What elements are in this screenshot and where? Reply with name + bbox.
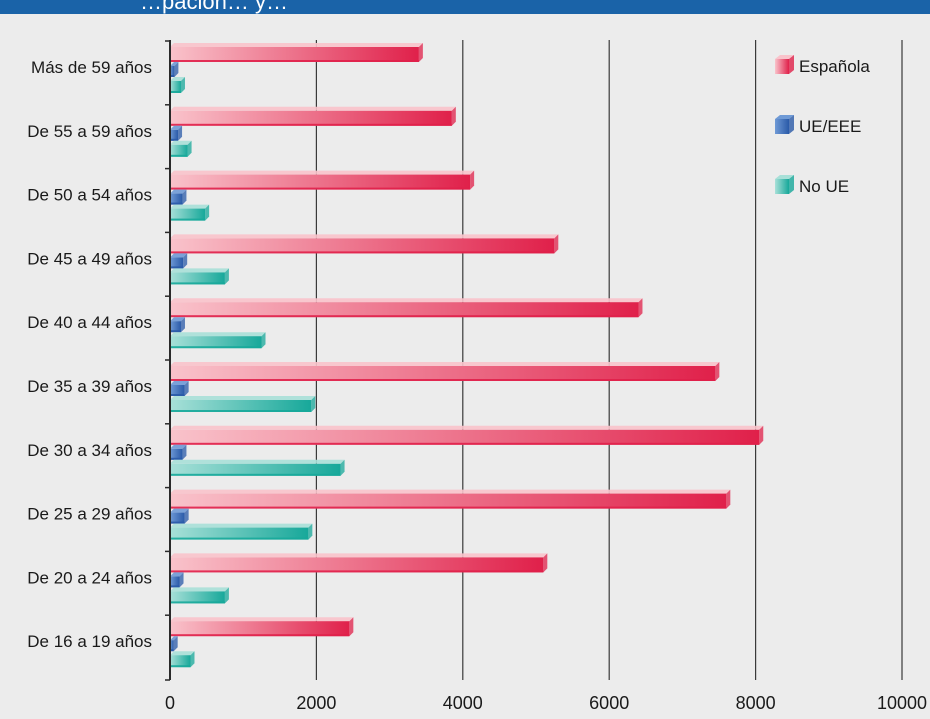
bar-ue-eee-3 — [170, 253, 188, 269]
bars — [170, 43, 764, 668]
header-bar: …pación… y… — [0, 0, 930, 14]
bar-espa-ola-2 — [170, 170, 475, 190]
bar-espa-ola-3 — [170, 234, 559, 254]
bar-no-ue-5 — [170, 396, 316, 412]
svg-text:Española: Española — [799, 57, 870, 76]
bar-no-ue-7 — [170, 523, 313, 540]
x-tick-label-10000: 10000 — [877, 693, 927, 713]
category-label: De 40 a 44 años — [27, 313, 152, 332]
category-label: De 35 a 39 años — [27, 377, 152, 396]
axes: Más de 59 años De 55 a 59 años De 50 a 54 … — [27, 40, 927, 713]
category-label: Más de 59 años — [31, 58, 152, 77]
bar-no-ue-9 — [170, 651, 195, 668]
grid-lines — [315, 40, 903, 680]
bar-no-ue-4 — [170, 332, 266, 349]
bar-ue-eee-1 — [170, 125, 183, 141]
bar-no-ue-1 — [170, 140, 192, 157]
category-label: De 55 a 59 años — [27, 122, 152, 141]
bar-espa-ola-9 — [170, 617, 354, 637]
bar-ue-eee-8 — [170, 572, 184, 588]
bar-espa-ola-7 — [170, 489, 731, 509]
bar-ue-eee-5 — [170, 381, 189, 396]
svg-text:UE/EEE: UE/EEE — [799, 117, 861, 136]
bar-espa-ola-5 — [170, 362, 720, 381]
bar-espa-ola-8 — [170, 553, 548, 573]
legend: Española UE/EEE No UE — [775, 55, 870, 196]
x-tick-label-2000: 2000 — [296, 693, 336, 713]
legend-item-ue-eee: UE/EEE — [775, 115, 861, 136]
bar-ue-eee-6 — [170, 444, 187, 460]
bar-ue-eee-9 — [170, 636, 178, 652]
bar-no-ue-3 — [170, 268, 229, 285]
category-label: De 50 a 54 años — [27, 186, 152, 205]
category-label: De 20 a 24 años — [27, 568, 152, 587]
bar-espa-ola-4 — [170, 298, 643, 318]
category-label: De 45 a 49 años — [27, 249, 152, 268]
category-label: De 30 a 34 años — [27, 441, 152, 460]
bar-espa-ola-1 — [170, 106, 456, 126]
bar-ue-eee-0 — [170, 62, 179, 77]
bar-no-ue-2 — [170, 204, 210, 221]
legend-item-espa-ola: Española — [775, 55, 870, 76]
bar-ue-eee-4 — [170, 317, 185, 333]
bar-no-ue-6 — [170, 459, 345, 476]
bar-no-ue-8 — [170, 587, 229, 604]
bar-ue-eee-7 — [170, 508, 189, 524]
x-tick-label-4000: 4000 — [443, 693, 483, 713]
bar-espa-ola-6 — [170, 425, 764, 445]
bar-ue-eee-2 — [170, 189, 187, 205]
category-label: De 25 a 29 años — [27, 505, 152, 524]
x-tick-label-8000: 8000 — [736, 693, 776, 713]
x-tick-label-6000: 6000 — [589, 693, 629, 713]
category-label: De 16 a 19 años — [27, 632, 152, 651]
header-title: …pación… y… — [140, 0, 288, 14]
legend-item-no-ue: No UE — [775, 175, 849, 196]
bar-no-ue-0 — [170, 77, 185, 93]
bar-espa-ola-0 — [170, 43, 423, 62]
svg-text:No UE: No UE — [799, 177, 849, 196]
x-tick-label-0: 0 — [165, 693, 175, 713]
